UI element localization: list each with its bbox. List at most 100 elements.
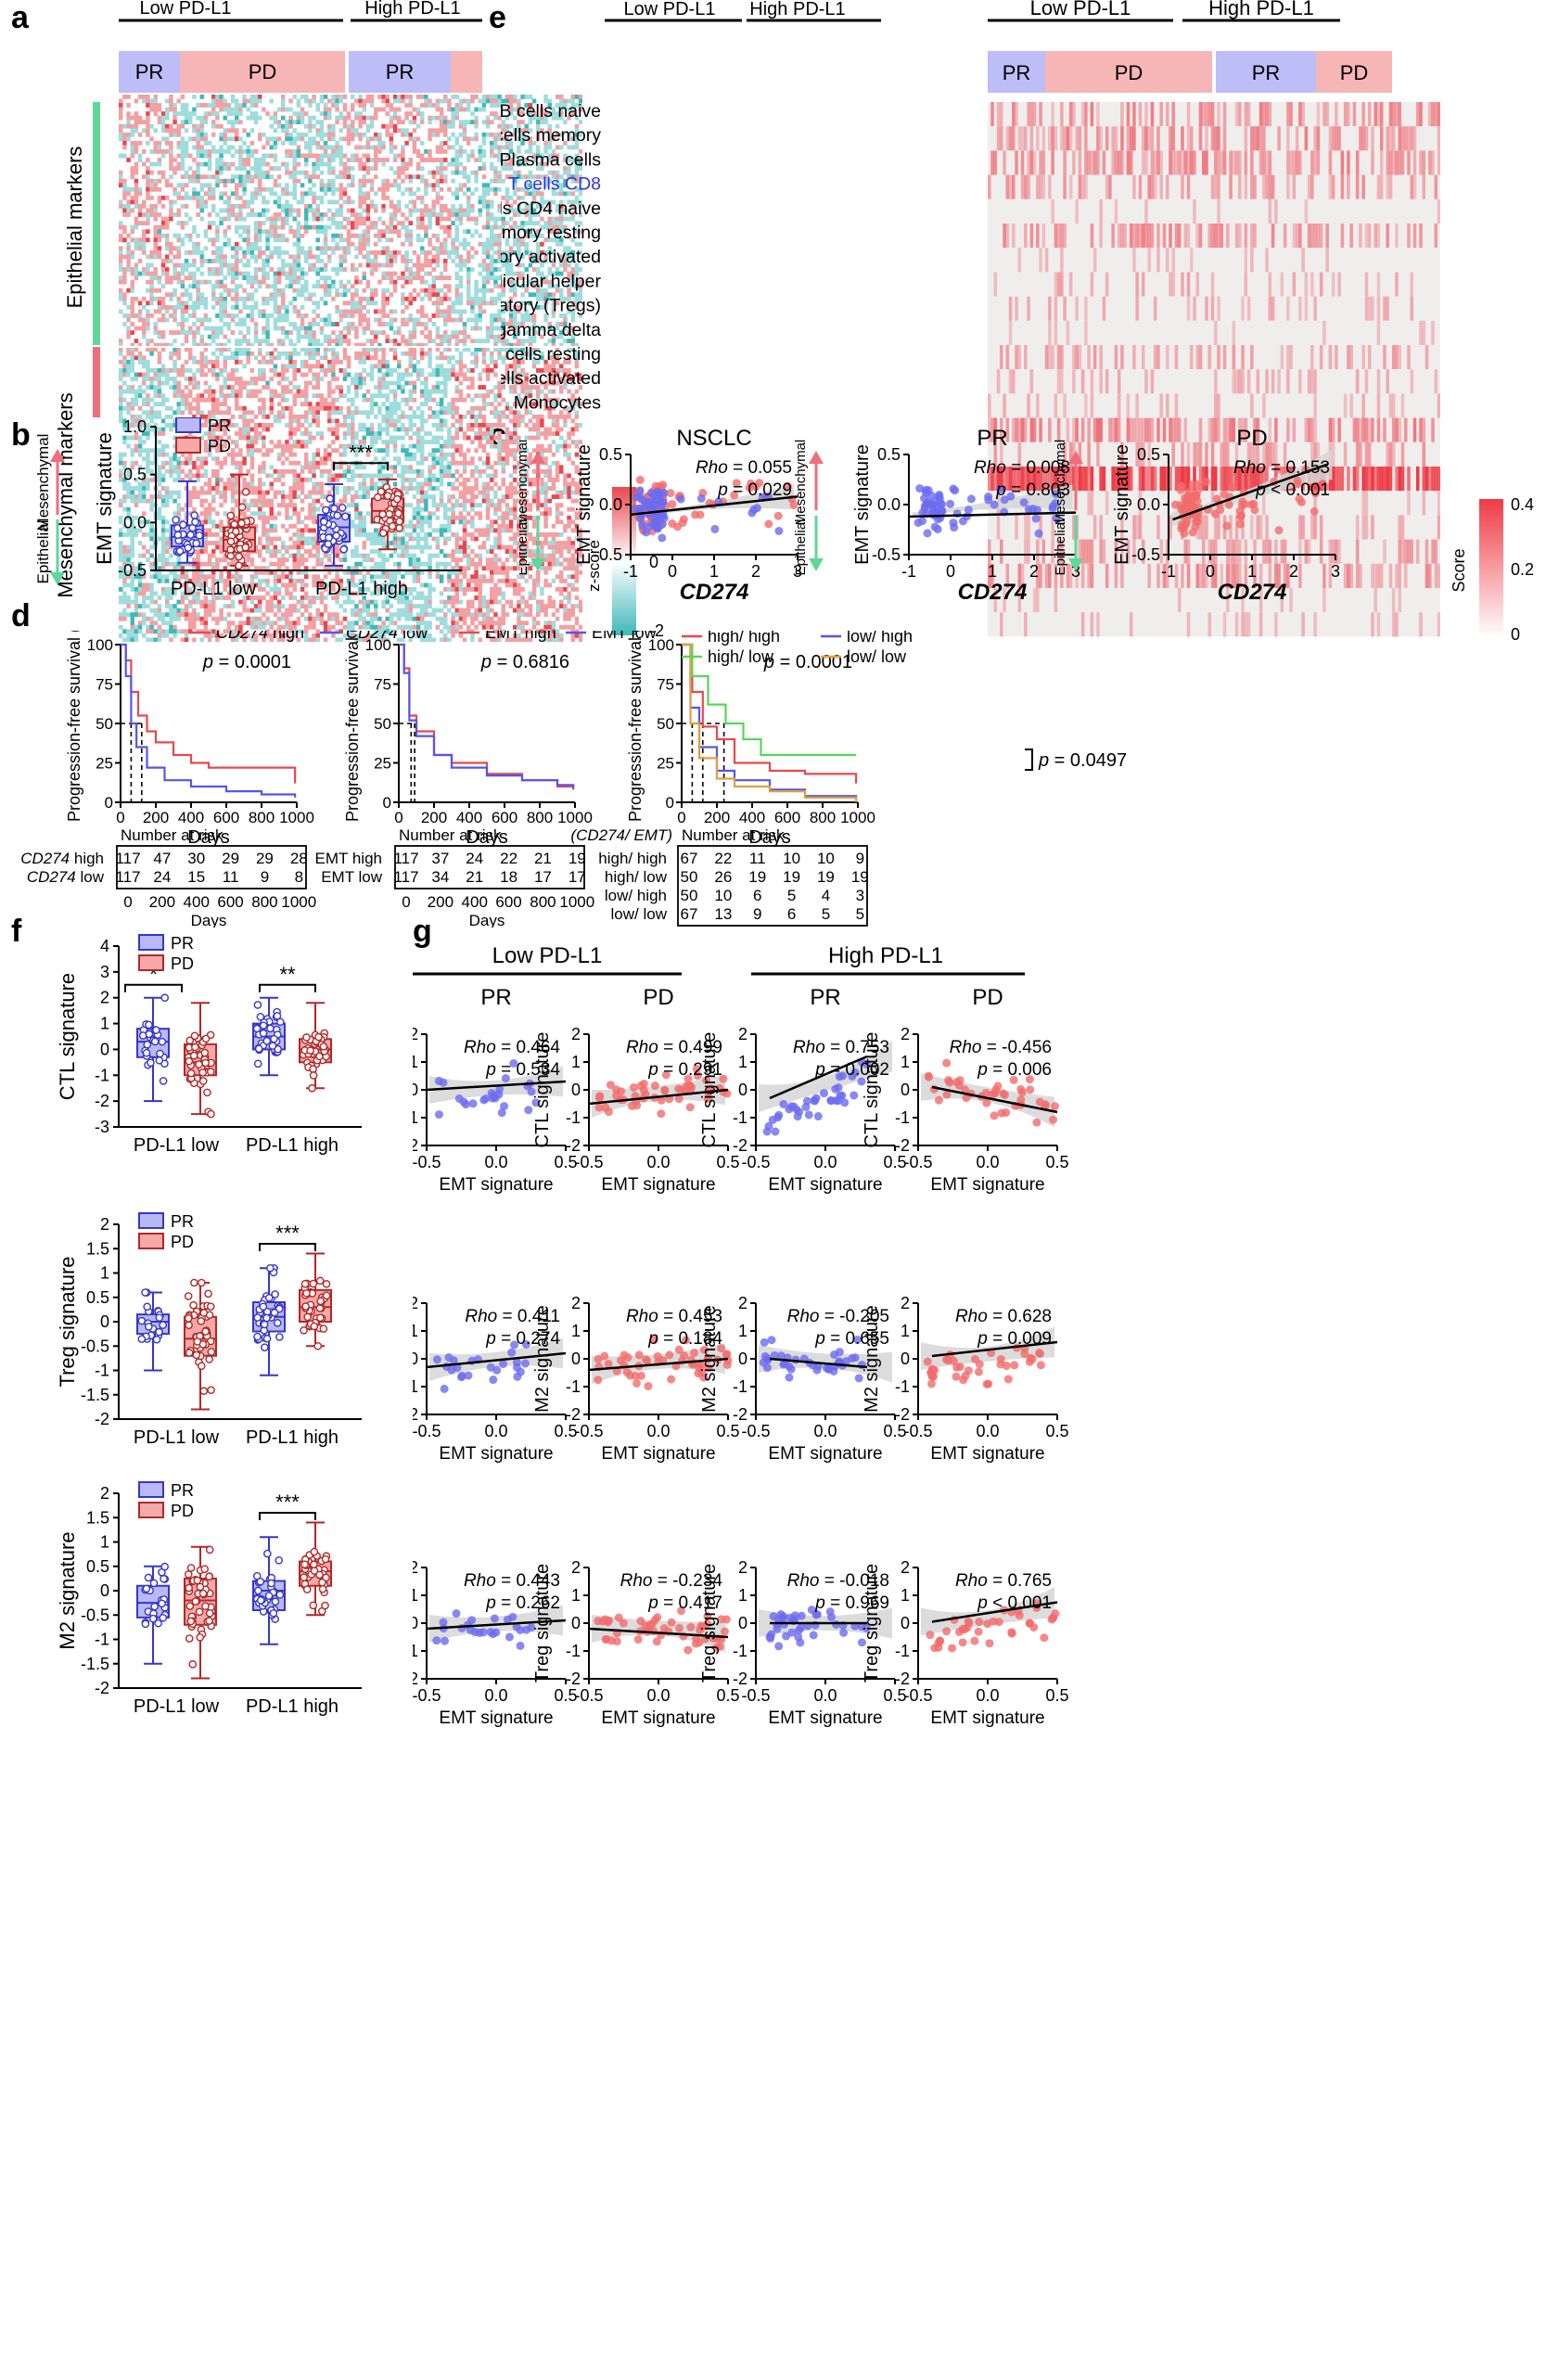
heatmap-cell	[563, 246, 568, 251]
heatmap-cell	[346, 330, 351, 335]
heatmap-cell	[327, 199, 332, 205]
heatmap-cell	[555, 95, 560, 99]
heatmap-cell	[362, 368, 366, 373]
heatmap-cell	[536, 267, 541, 272]
heatmap-cell	[508, 95, 514, 99]
heatmap-cell	[192, 359, 197, 365]
heatmap-cell	[180, 174, 185, 180]
heatmap-cell	[497, 208, 502, 213]
heatmap-cell	[119, 339, 123, 344]
heatmap-cell	[513, 241, 517, 247]
heatmap-cell	[462, 259, 467, 263]
heatmap-cell	[559, 208, 564, 213]
heatmap-cell	[520, 380, 525, 386]
heatmap-cell	[211, 120, 216, 125]
heatmap-cell	[300, 246, 305, 251]
heatmap-cell	[188, 136, 193, 142]
heatmap-cell	[300, 372, 305, 377]
heatmap-cell	[381, 296, 386, 301]
heatmap-cell	[474, 347, 479, 352]
heatmap-cell	[219, 385, 224, 390]
heatmap-cell	[385, 224, 390, 230]
heatmap-cell	[365, 95, 371, 99]
heatmap-cell	[292, 304, 297, 310]
heatmap-cell	[249, 389, 255, 394]
heatmap-cell	[404, 342, 409, 348]
heatmap-cell	[451, 145, 455, 150]
heatmap-cell	[188, 237, 193, 243]
high-pdl1-header: High PD-L1	[364, 0, 460, 19]
heatmap-cell	[570, 326, 575, 331]
heatmap-cell	[192, 95, 197, 99]
heatmap-cell	[238, 111, 243, 116]
heatmap-cell	[485, 120, 491, 125]
heatmap-cell	[142, 402, 147, 407]
heatmap-cell	[567, 166, 571, 171]
heatmap-cell	[262, 368, 266, 373]
heatmap-cell	[319, 186, 325, 192]
heatmap-cell	[184, 405, 189, 411]
heatmap-cell	[184, 301, 189, 306]
heatmap-cell	[490, 288, 494, 293]
heatmap-cell	[493, 326, 498, 331]
heatmap-cell	[126, 95, 131, 99]
heatmap-cell	[447, 275, 452, 280]
heatmap-cell	[485, 204, 491, 209]
heatmap-cell	[524, 123, 529, 129]
heatmap-cell	[331, 166, 336, 171]
heatmap-cell	[470, 309, 475, 314]
heatmap-cell	[223, 161, 227, 167]
heatmap-cell	[335, 418, 339, 424]
heatmap-cell	[385, 128, 390, 134]
heatmap-cell	[447, 342, 452, 348]
heatmap-cell	[447, 161, 452, 167]
heatmap-cell	[428, 224, 432, 230]
heatmap-cell	[319, 178, 325, 184]
heatmap-cell	[265, 111, 270, 116]
heatmap-cell	[374, 115, 378, 121]
heatmap-cell	[149, 410, 154, 416]
heatmap-cell	[439, 111, 444, 116]
heatmap-cell	[365, 322, 371, 326]
heatmap-cell	[262, 397, 266, 403]
heatmap-cell	[300, 195, 305, 200]
heatmap-cell	[238, 107, 243, 112]
heatmap-cell	[547, 132, 552, 137]
heatmap-cell	[392, 402, 398, 407]
heatmap-cell	[389, 123, 394, 129]
heatmap-cell	[435, 368, 441, 373]
heatmap-cell	[172, 120, 177, 125]
heatmap-cell	[238, 271, 243, 276]
heatmap-cell	[319, 161, 325, 167]
heatmap-cell	[454, 359, 459, 365]
heatmap-cell	[315, 132, 320, 137]
heatmap-cell	[547, 145, 552, 150]
heatmap-cell	[551, 313, 556, 318]
heatmap-cell	[470, 191, 475, 197]
heatmap-cell	[374, 250, 378, 255]
heatmap-cell	[119, 275, 123, 280]
heatmap-cell	[570, 158, 575, 162]
heatmap-cell	[354, 385, 359, 390]
heatmap-cell	[169, 414, 173, 419]
heatmap-cell	[369, 98, 375, 104]
heatmap-cell	[130, 166, 134, 171]
heatmap-cell	[451, 334, 455, 339]
heatmap-cell	[258, 309, 262, 314]
heatmap-cell	[235, 377, 239, 381]
heatmap-cell	[273, 153, 278, 159]
heatmap-cell	[312, 301, 316, 306]
heatmap-cell	[513, 183, 517, 188]
heatmap-cell	[235, 267, 239, 272]
heatmap-cell	[323, 372, 328, 377]
heatmap-cell	[435, 414, 441, 419]
heatmap-cell	[369, 292, 375, 298]
heatmap-cell	[203, 161, 209, 167]
heatmap-cell	[165, 111, 170, 116]
heatmap-cell	[508, 317, 514, 323]
heatmap-cell	[365, 351, 371, 356]
heatmap-cell	[362, 191, 366, 197]
heatmap-cell	[462, 149, 467, 154]
heatmap-cell	[451, 414, 455, 419]
heatmap-cell	[570, 204, 575, 209]
